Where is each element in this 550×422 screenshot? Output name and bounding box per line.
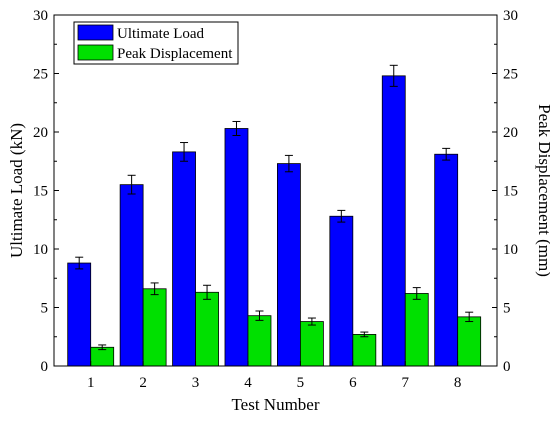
- error-bar-ultimate-load-4: [232, 120, 241, 137]
- error-bar-ultimate-load-2: [127, 174, 136, 195]
- y2-tick-label: 0: [503, 359, 511, 375]
- bar-ultimate-load-5: [277, 163, 301, 367]
- legend: Ultimate Load Peak Displacement: [73, 21, 239, 65]
- error-bar-ultimate-load-1: [75, 256, 84, 270]
- y-tick-label: 5: [41, 301, 49, 317]
- bar-peak-displacement-4: [247, 315, 272, 367]
- y2-axis-label: Peak Displacement (mm): [535, 104, 550, 277]
- error-bar-ultimate-load-8: [442, 147, 451, 161]
- legend-label-ultimate-load: Ultimate Load: [117, 26, 205, 42]
- error-bar-ultimate-load-7: [389, 64, 398, 87]
- y2-tick-label: 30: [503, 8, 518, 24]
- bar-ultimate-load-7: [381, 75, 406, 367]
- bar-peak-displacement-5: [300, 321, 324, 367]
- bar-ultimate-load-4: [224, 128, 249, 367]
- x-axis-label: Test Number: [231, 395, 319, 414]
- y-tick-label: 20: [33, 125, 48, 141]
- error-bar-peak-displacement-5: [307, 317, 316, 326]
- y-tick-label: 0: [41, 359, 49, 375]
- error-bar-peak-displacement-1: [98, 344, 107, 351]
- x-tick-label: 1: [87, 375, 95, 391]
- error-bar-ultimate-load-6: [337, 209, 346, 223]
- y-axis-label: Ultimate Load (kN): [7, 123, 26, 258]
- bar-ultimate-load-2: [119, 184, 144, 367]
- y-tick-label: 15: [33, 184, 48, 200]
- y2-tick-label: 20: [503, 125, 518, 141]
- bar-peak-displacement-6: [352, 334, 377, 367]
- bar-ultimate-load-3: [172, 151, 196, 367]
- x-tick-label: 6: [349, 375, 357, 391]
- legend-swatch-peak-displacement: [77, 44, 114, 61]
- x-tick-label: 5: [297, 375, 305, 391]
- y2-tick-label: 10: [503, 242, 518, 258]
- error-bar-peak-displacement-4: [255, 310, 264, 321]
- bar-peak-displacement-8: [457, 316, 482, 367]
- x-tick-label: 4: [244, 375, 252, 391]
- y2-tick-label: 5: [503, 301, 511, 317]
- error-bar-peak-displacement-8: [465, 311, 474, 323]
- error-bar-ultimate-load-3: [180, 142, 189, 162]
- bars-layer: [67, 75, 482, 367]
- x-tick-label: 8: [454, 375, 462, 391]
- error-bar-ultimate-load-5: [284, 154, 293, 173]
- bar-peak-displacement-7: [404, 293, 429, 367]
- error-bar-peak-displacement-2: [150, 282, 159, 296]
- error-bar-peak-displacement-7: [412, 287, 421, 300]
- bar-peak-displacement-2: [142, 288, 167, 367]
- y-tick-label: 25: [33, 67, 48, 83]
- error-bar-peak-displacement-6: [360, 331, 369, 338]
- bar-peak-displacement-3: [195, 291, 219, 367]
- ticks-layer: 0 0 5 5 10 10 15 15 20 20 25 25 30 30 1 2 3 4 5 6 7 8: [33, 8, 518, 391]
- bar-ultimate-load-8: [434, 153, 459, 367]
- legend-label-peak-displacement: Peak Displacement: [117, 46, 233, 62]
- y2-tick-label: 15: [503, 184, 518, 200]
- error-bars-layer: [75, 64, 474, 351]
- y-tick-label: 10: [33, 242, 48, 258]
- bar-ultimate-load-1: [67, 262, 92, 367]
- x-tick-label: 3: [192, 375, 200, 391]
- legend-swatch-ultimate-load: [77, 24, 114, 41]
- bar-ultimate-load-6: [329, 215, 354, 367]
- x-tick-label: 7: [402, 375, 410, 391]
- x-tick-label: 2: [139, 375, 147, 391]
- error-bar-peak-displacement-3: [203, 284, 212, 300]
- y-tick-label: 30: [33, 8, 48, 24]
- y2-tick-label: 25: [503, 67, 518, 83]
